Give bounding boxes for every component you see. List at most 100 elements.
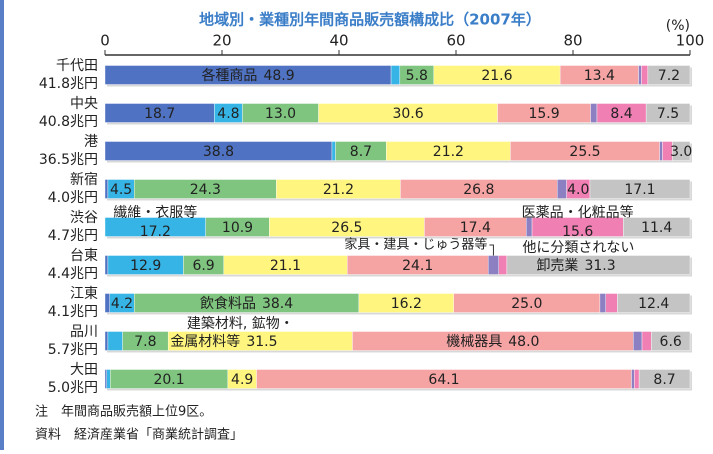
- series-name: 機械器具: [446, 334, 502, 350]
- value-label: 15.9: [528, 106, 559, 122]
- value-label: 5.8: [406, 68, 428, 84]
- category-label: 台東: [70, 248, 98, 264]
- series-name: 建築材料, 鉱物・金属材料等: [170, 315, 293, 350]
- value-label-group: 機械器具 48.0: [446, 334, 539, 350]
- value-label: 38.8: [203, 144, 234, 160]
- series-name: 家具・建具・じゅう器等: [344, 237, 487, 253]
- series-name: 繊維・衣服等: [113, 204, 197, 221]
- value-label: 26.5: [331, 220, 362, 236]
- series-name: 飲食料品: [200, 295, 256, 312]
- value-label: 25.0: [511, 296, 542, 312]
- series-name-line: 他に分類されない: [522, 240, 634, 256]
- value-label: 31.3: [584, 258, 615, 274]
- value-label: 24.3: [190, 182, 221, 198]
- value-label: 12.4: [638, 296, 669, 312]
- series-name: 各種商品: [201, 68, 257, 84]
- value-label: 25.5: [569, 144, 600, 160]
- series-name-line: 建築材料, 鉱物・: [187, 315, 294, 332]
- category-total: 41.8兆円: [39, 76, 98, 92]
- bar-segment: [498, 255, 508, 275]
- value-label: 7.8: [134, 334, 156, 350]
- category-total: 4.0兆円: [48, 190, 98, 206]
- bar-segment: [557, 179, 567, 199]
- value-label: 4.8: [217, 106, 239, 122]
- bar-segment: [390, 65, 401, 85]
- value-label: 13.0: [265, 106, 296, 122]
- bar-segment: [631, 369, 635, 389]
- value-label: 10.9: [222, 220, 253, 236]
- value-label: 20.1: [153, 372, 184, 388]
- bar-segment: [104, 255, 109, 275]
- value-label: 4.9: [231, 372, 253, 388]
- bar-segment: [506, 255, 691, 275]
- value-label: 30.6: [392, 106, 423, 122]
- value-label: 21.2: [323, 182, 354, 198]
- bar-segment: [672, 141, 691, 161]
- value-label: 6.9: [192, 258, 214, 274]
- value-label-group: 各種商品 48.9: [201, 68, 294, 84]
- value-label: 48.9: [263, 68, 294, 84]
- value-label: 17.1: [624, 182, 655, 198]
- value-label: 6.6: [660, 334, 682, 350]
- bar-segment: [104, 179, 109, 199]
- bar-segment: [589, 179, 691, 199]
- value-label: 16.2: [391, 296, 422, 312]
- value-label: 8.7: [653, 372, 675, 388]
- value-label: 17.4: [460, 220, 491, 236]
- category-total: 5.0兆円: [48, 380, 98, 396]
- value-label-group: 飲食料品 38.4: [200, 295, 293, 312]
- x-tick-label: 60: [446, 32, 465, 50]
- bar-segment: [107, 331, 123, 351]
- value-label: 13.4: [584, 68, 615, 84]
- category-label: 渋谷: [70, 210, 98, 226]
- category-total: 5.7兆円: [48, 342, 98, 358]
- bar-segment: [104, 293, 110, 313]
- bar-segment: [638, 369, 691, 389]
- bar-segment: [634, 369, 640, 389]
- bar-segment: [605, 293, 618, 313]
- note: 資料 経済産業省「商業統計調査」: [35, 427, 243, 443]
- bar-segment: [638, 65, 642, 85]
- value-label: 18.7: [144, 106, 175, 122]
- series-name-line: 金属材料等: [170, 333, 240, 350]
- category-total: 4.4兆円: [48, 266, 98, 282]
- x-tick-label: 20: [212, 32, 231, 50]
- bar-segment: [647, 65, 691, 85]
- value-label: 8.4: [610, 106, 632, 122]
- x-tick-label: 100: [676, 32, 705, 50]
- category-label: 大田: [70, 362, 98, 378]
- bar-segment: [617, 293, 691, 313]
- category-total: 40.8兆円: [39, 114, 98, 130]
- value-label: 48.0: [508, 334, 539, 350]
- bar-segment: [104, 331, 109, 351]
- value-label: 21.2: [433, 144, 464, 160]
- bar-segment: [641, 331, 652, 351]
- bar-segment: [645, 103, 691, 123]
- bar-segment: [623, 217, 691, 237]
- series-name: 他に分類されない卸売業: [522, 240, 634, 274]
- category-total: 4.7兆円: [48, 228, 98, 244]
- value-label: 3.0: [670, 144, 692, 160]
- category-total: 4.1兆円: [48, 304, 98, 320]
- value-label: 8.7: [350, 144, 372, 160]
- value-label: 7.5: [657, 106, 679, 122]
- note: 注 年間商品販売額上位9区。: [35, 404, 212, 420]
- bar-segment: [633, 331, 643, 351]
- series-name: 医薬品・化粧品等: [522, 204, 634, 221]
- bar-segment: [659, 141, 663, 161]
- value-label: 15.6: [562, 224, 593, 240]
- bar-segment: [104, 369, 107, 389]
- x-tick-label: 80: [563, 32, 582, 50]
- bar-segment: [331, 141, 336, 161]
- category-label: 港: [84, 134, 98, 150]
- value-label: 17.2: [140, 224, 171, 240]
- series-name-line: 卸売業: [536, 258, 578, 274]
- value-label: 11.4: [641, 220, 672, 236]
- bar-segment: [641, 65, 649, 85]
- bar-segment: [106, 369, 111, 389]
- bar-segment: [590, 103, 598, 123]
- value-label: 12.9: [130, 258, 161, 274]
- chart-title: 地域別・業種別年間商品販売額構成比（2007年）: [199, 11, 541, 29]
- pointer-line: [489, 244, 494, 256]
